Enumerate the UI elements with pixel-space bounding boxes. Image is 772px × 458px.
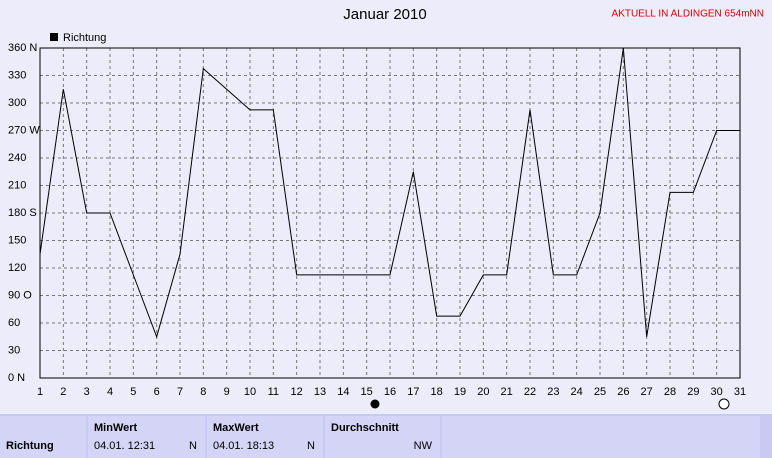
x-tick-label: 17 (407, 386, 419, 398)
x-tick-label: 25 (594, 386, 606, 398)
x-tick-label: 9 (224, 386, 230, 398)
x-tick-label: 27 (641, 386, 653, 398)
x-tick-label: 6 (154, 386, 160, 398)
column-header: Durchschnitt (331, 422, 399, 434)
y-tick-label: 270 W (8, 124, 40, 136)
row-header-cell: Richtung (0, 416, 86, 458)
x-tick-label: 7 (177, 386, 183, 398)
empty-cell (442, 416, 760, 458)
y-tick-label: 60 (8, 317, 20, 329)
x-tick-label: 28 (664, 386, 676, 398)
x-tick-label: 4 (107, 386, 113, 398)
x-tick-label: 22 (524, 386, 536, 398)
y-tick-label: 120 (8, 262, 26, 274)
max-time: 04.01. 18:13 (213, 440, 275, 452)
legend-swatch (50, 33, 58, 41)
min-value: N (189, 440, 197, 452)
y-tick-label: 360 N (8, 42, 37, 54)
min-time: 04.01. 12:31 (94, 440, 156, 452)
y-tick-label: 90 O (8, 289, 32, 301)
y-tick-label: 180 S (8, 207, 37, 219)
x-tick-label: 10 (244, 386, 256, 398)
x-tick-label: 14 (337, 386, 349, 398)
x-tick-label: 5 (130, 386, 136, 398)
x-tick-label: 3 (84, 386, 90, 398)
x-tick-label: 13 (314, 386, 326, 398)
row-label: Richtung (6, 440, 54, 452)
x-tick-label: 26 (617, 386, 629, 398)
x-tick-label: 15 (361, 386, 373, 398)
y-tick-label: 210 (8, 179, 26, 191)
column-header: MaxWert (213, 422, 259, 434)
x-tick-label: 29 (687, 386, 699, 398)
column-header: MinWert (94, 422, 138, 434)
data-line (39, 47, 740, 339)
max-cell: MaxWert 04.01. 18:13 N (207, 416, 323, 458)
chart: Januar 2010 AKTUELL IN ALDINGEN 654mNN R… (8, 6, 764, 410)
x-tick-label: 24 (571, 386, 583, 398)
moon-icon (370, 399, 380, 409)
avg-value: NW (413, 440, 432, 452)
x-tick-label: 21 (501, 386, 513, 398)
min-cell: MinWert 04.01. 12:31 N (88, 416, 205, 458)
y-tick-label: 240 (8, 152, 26, 164)
moon-icon (718, 398, 730, 410)
x-tick-label: 20 (477, 386, 489, 398)
x-tick-label: 8 (200, 386, 206, 398)
x-tick-label: 18 (431, 386, 443, 398)
y-tick-label: 0 N (8, 372, 25, 384)
stats-panel: Richtung MinWert 04.01. 12:31 N MaxWert … (0, 414, 772, 458)
plot-area (39, 47, 741, 379)
x-tick-label: 12 (291, 386, 303, 398)
x-tick-label: 11 (268, 386, 279, 398)
x-tick-label: 2 (60, 386, 66, 398)
x-tick-label: 23 (547, 386, 559, 398)
avg-cell: Durchschnitt NW (325, 416, 440, 458)
max-value: N (307, 440, 315, 452)
y-tick-label: 300 (8, 97, 26, 109)
x-tick-label: 1 (37, 386, 43, 398)
chart-title: Januar 2010 (343, 6, 426, 23)
station-label: AKTUELL IN ALDINGEN 654mNN (612, 9, 764, 20)
x-tick-label: 31 (734, 386, 746, 398)
x-tick-label: 19 (454, 386, 466, 398)
y-tick-label: 150 (8, 234, 26, 246)
x-tick-label: 30 (711, 386, 723, 398)
legend-label: Richtung (63, 32, 106, 44)
y-tick-label: 30 (8, 344, 20, 356)
x-tick-label: 16 (384, 386, 396, 398)
y-tick-label: 330 (8, 69, 26, 81)
